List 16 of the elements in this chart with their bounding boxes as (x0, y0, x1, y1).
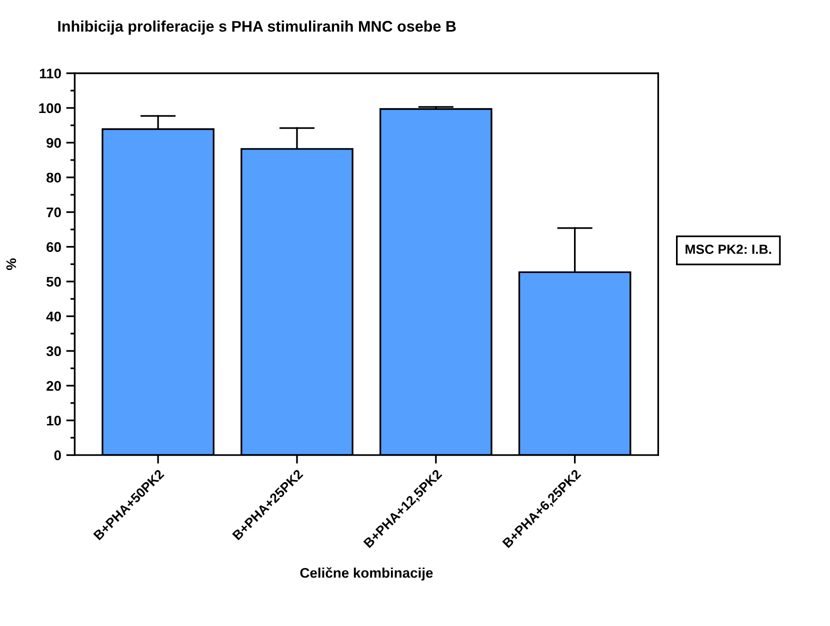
y-tick-label: 60 (46, 242, 61, 252)
y-tick-label: 70 (46, 207, 61, 218)
y-tick-label: 90 (46, 138, 61, 148)
y-tick-label: 0 (54, 450, 61, 460)
text: MSC PK2: I.B. (686, 244, 772, 254)
y-tick-label: 110 (40, 68, 61, 78)
chart-title: Inhibicija proliferacije s PHA stimuliranih MNC osebe B (58, 20, 456, 35)
y-tick-label: 30 (46, 346, 61, 356)
y-tick-label: 20 (46, 381, 61, 391)
y-tick-label: 100 (39, 103, 61, 114)
y-axis-title: % (6, 258, 16, 270)
y-tick-label: 40 (46, 312, 61, 322)
y-tick-label: 80 (46, 172, 61, 183)
x-axis-title: Celične kombinacije (300, 567, 433, 581)
y-tick-label: 10 (46, 416, 61, 426)
y-tick-label: 50 (46, 276, 61, 287)
